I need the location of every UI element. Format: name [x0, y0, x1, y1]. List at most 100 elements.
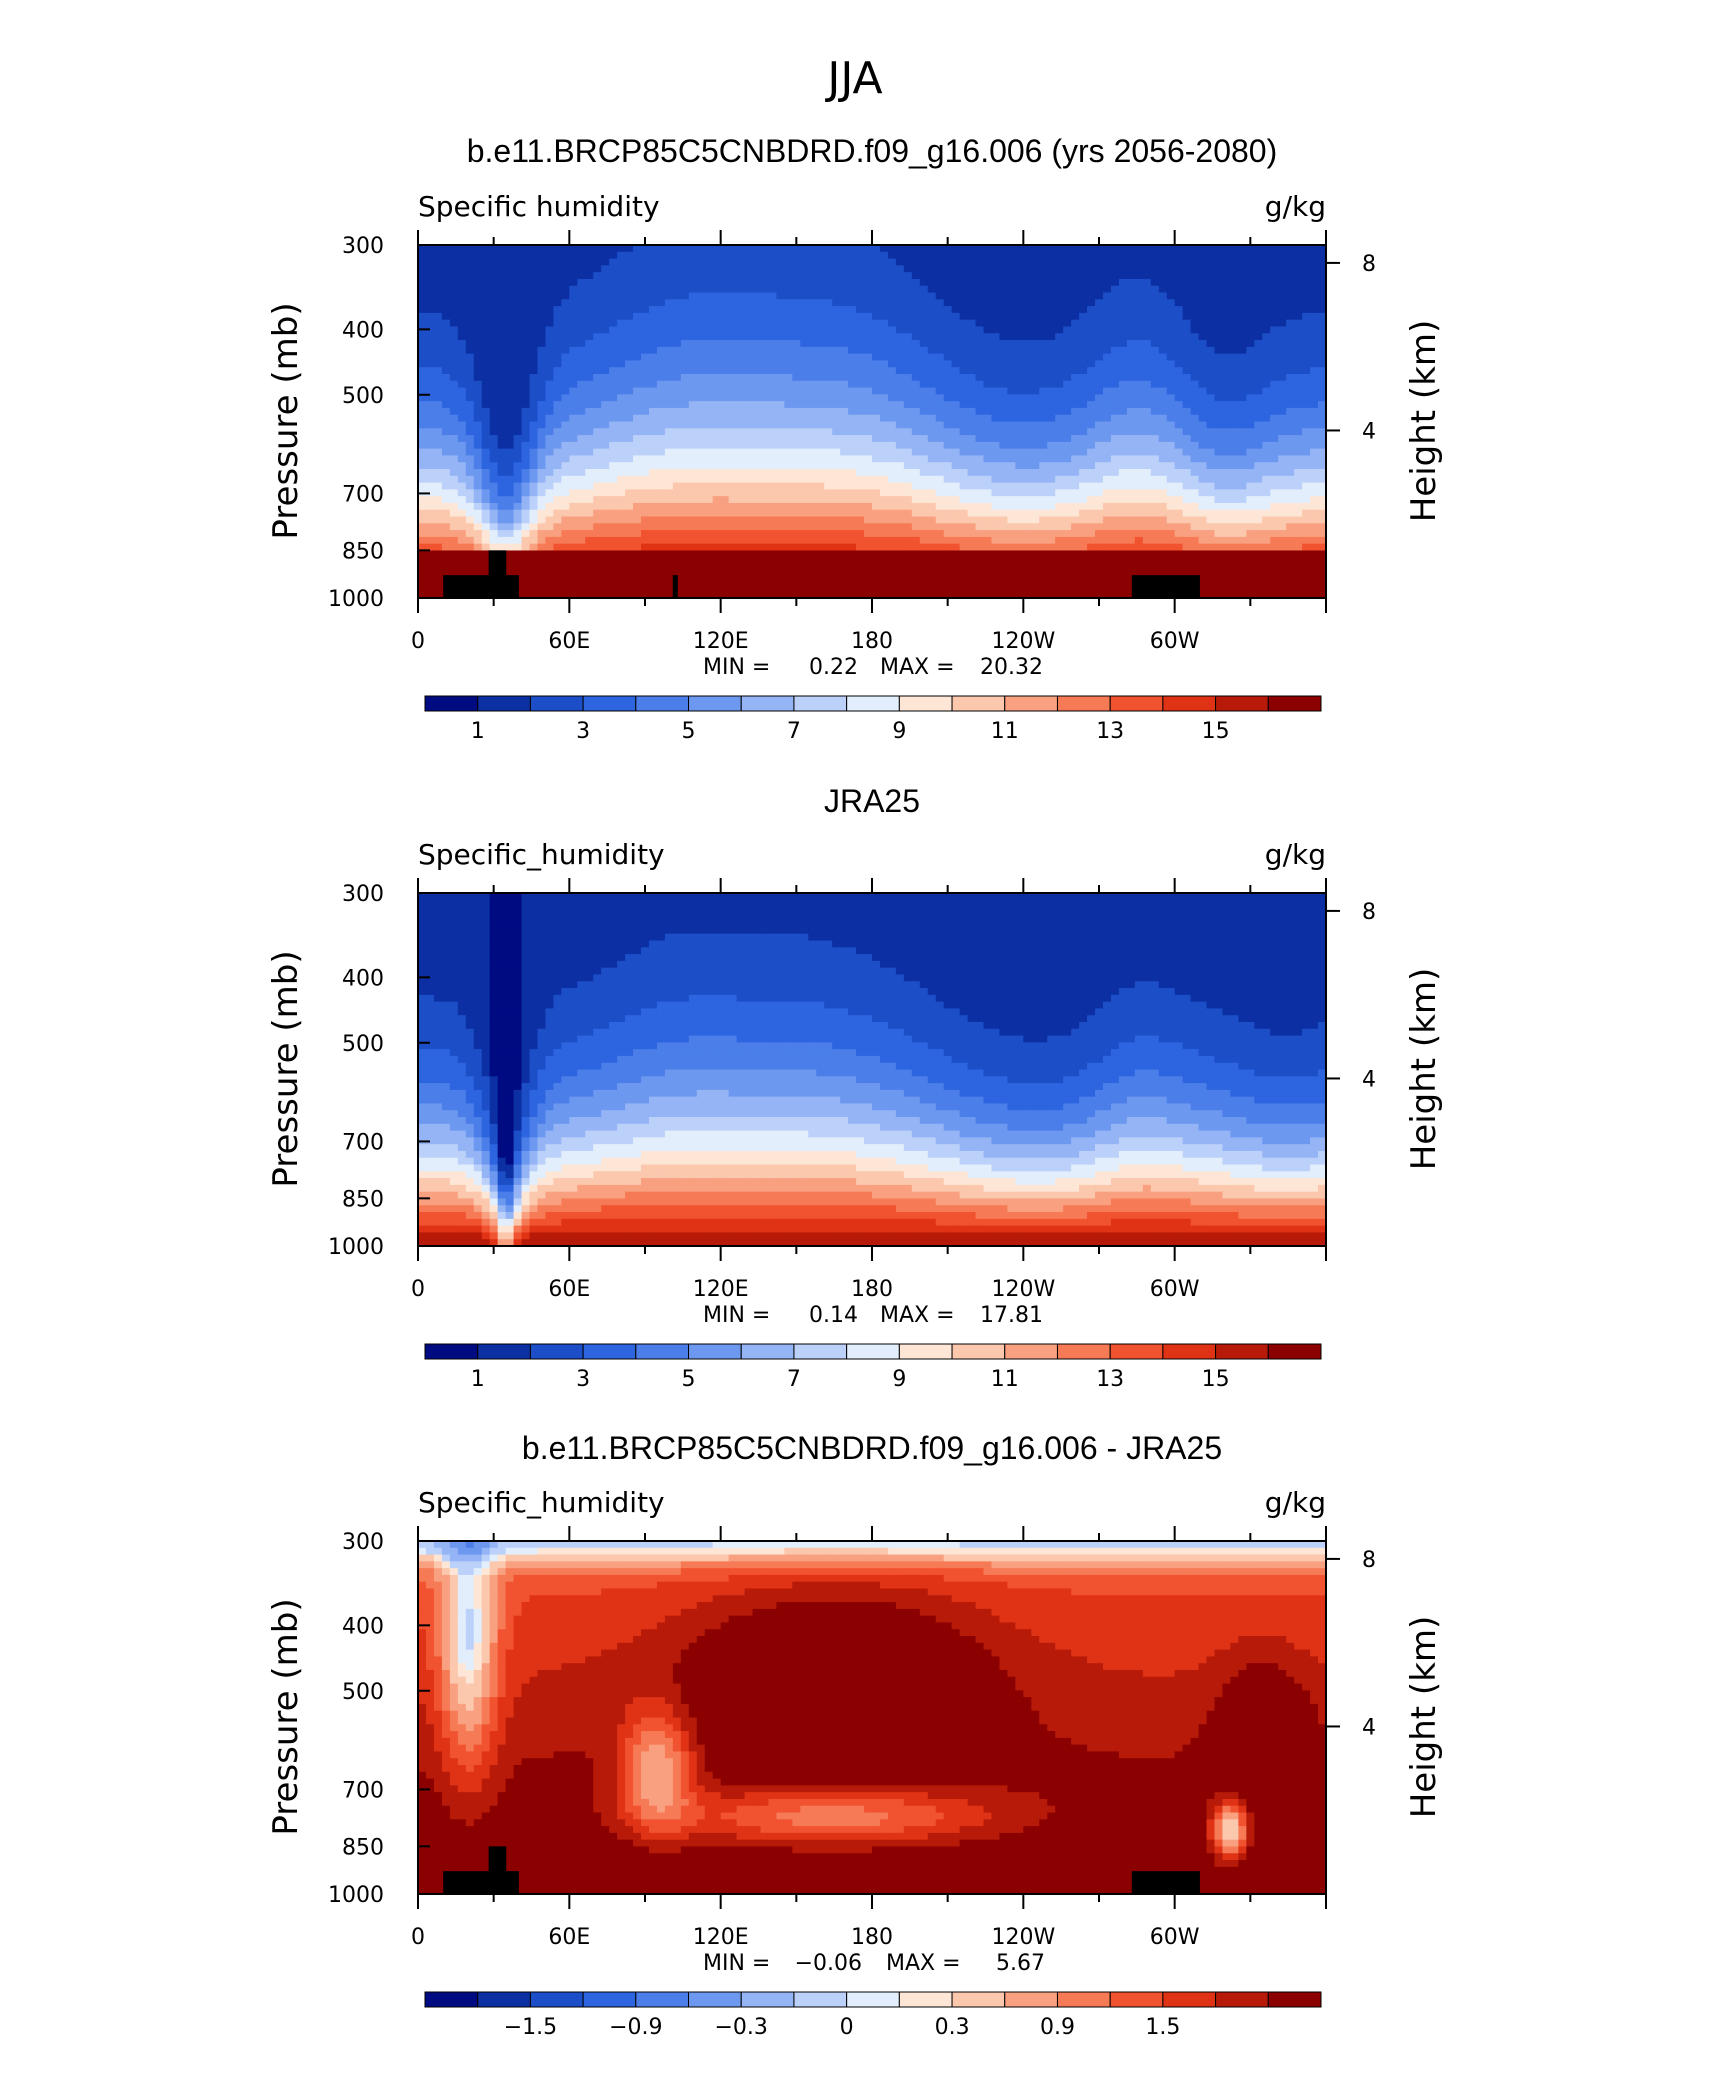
- contour-cell: [1230, 475, 1239, 484]
- contour-cell: [497, 394, 507, 402]
- contour-cell: [433, 353, 443, 362]
- contour-cell: [513, 258, 523, 266]
- contour-cell: [1294, 285, 1303, 294]
- contour-cell: [1294, 299, 1303, 307]
- contour-cell: [1150, 401, 1160, 409]
- contour-cell: [625, 394, 634, 402]
- contour-cell: [680, 509, 690, 518]
- contour-cell: [641, 387, 650, 395]
- contour-cell: [465, 319, 475, 328]
- contour-cell: [569, 346, 578, 355]
- contour-cell: [449, 462, 459, 470]
- contour-cell: [680, 414, 690, 423]
- contour-cell: [840, 387, 849, 395]
- contour-cell: [696, 496, 706, 504]
- contour-cell: [1095, 462, 1104, 470]
- contour-cell: [752, 312, 762, 321]
- contour-cell: [1158, 265, 1168, 273]
- contour-cell: [561, 319, 570, 328]
- contour-cell: [1222, 530, 1232, 538]
- contour-cell: [744, 278, 754, 287]
- contour-cell: [625, 367, 634, 375]
- contour-cell: [1079, 489, 1088, 497]
- contour-cell: [832, 448, 841, 457]
- contour-cell: [704, 435, 714, 443]
- contour-cell: [1023, 394, 1032, 402]
- contour-cell: [760, 346, 770, 355]
- contour-cell: [1262, 306, 1271, 314]
- contour-cell: [561, 292, 570, 300]
- contour-cell: [1023, 482, 1032, 490]
- contour-cell: [935, 414, 945, 423]
- contour-cell: [497, 319, 507, 328]
- contour-cell: [625, 530, 634, 538]
- contour-cell: [1294, 435, 1303, 443]
- contour-cell: [457, 394, 467, 402]
- contour-cell: [919, 414, 929, 423]
- contour-cell: [1102, 421, 1112, 429]
- contour-cell: [768, 502, 778, 511]
- contour-cell: [1079, 475, 1088, 484]
- contour-cell: [864, 367, 873, 375]
- contour-cell: [425, 312, 435, 321]
- contour-cell: [1310, 380, 1319, 389]
- contour-cell: [418, 407, 427, 416]
- contour-cell: [577, 530, 586, 538]
- contour-cell: [712, 387, 722, 395]
- contour-cell: [1134, 278, 1144, 287]
- contour-cell: [625, 516, 634, 524]
- contour-cell: [1118, 502, 1128, 511]
- contour-cell: [792, 482, 801, 490]
- contour-cell: [641, 367, 650, 375]
- contour-cell: [425, 333, 435, 341]
- contour-cell: [768, 245, 778, 253]
- contour-cell: [418, 496, 427, 504]
- contour-cell: [943, 401, 953, 409]
- contour-cell: [959, 360, 969, 368]
- contour-cell: [481, 462, 491, 470]
- contour-cell: [449, 292, 459, 300]
- contour-cell: [752, 367, 762, 375]
- contour-cell: [1206, 292, 1216, 300]
- contour-cell: [959, 401, 969, 409]
- contour-cell: [1110, 292, 1120, 300]
- contour-cell: [768, 251, 778, 260]
- contour-cell: [1079, 367, 1088, 375]
- contour-cell: [1110, 530, 1120, 538]
- contour-cell: [848, 299, 857, 307]
- contour-cell: [664, 319, 674, 328]
- contour-cell: [641, 407, 650, 416]
- contour-cell: [569, 387, 578, 395]
- contour-cell: [903, 373, 913, 382]
- contour-cell: [425, 346, 435, 355]
- contour-cell: [872, 285, 881, 294]
- contour-cell: [792, 448, 801, 457]
- contour-cell: [1254, 258, 1263, 266]
- contour-cell: [1118, 251, 1128, 260]
- contour-cell: [887, 292, 897, 300]
- contour-cell: [1206, 407, 1216, 416]
- contour-cell: [449, 435, 459, 443]
- contour-cell: [864, 407, 873, 416]
- contour-cell: [760, 353, 770, 362]
- contour-cell: [728, 367, 738, 375]
- contour-cell: [561, 312, 570, 321]
- contour-cell: [593, 292, 602, 300]
- contour-cell: [1158, 258, 1168, 266]
- contour-cell: [521, 502, 531, 511]
- contour-cell: [1246, 326, 1255, 334]
- contour-cell: [808, 367, 817, 375]
- contour-cell: [927, 428, 937, 436]
- contour-cell: [1023, 367, 1032, 375]
- contour-cell: [449, 523, 459, 531]
- contour-cell: [1310, 265, 1319, 273]
- contour-cell: [1294, 306, 1303, 314]
- contour-cell: [800, 245, 809, 253]
- contour-cell: [609, 251, 618, 260]
- contour-cell: [800, 346, 809, 355]
- contour-cell: [617, 367, 626, 375]
- contour-cell: [633, 245, 642, 253]
- contour-cell: [887, 360, 897, 368]
- contour-cell: [601, 502, 610, 511]
- contour-cell: [951, 536, 961, 545]
